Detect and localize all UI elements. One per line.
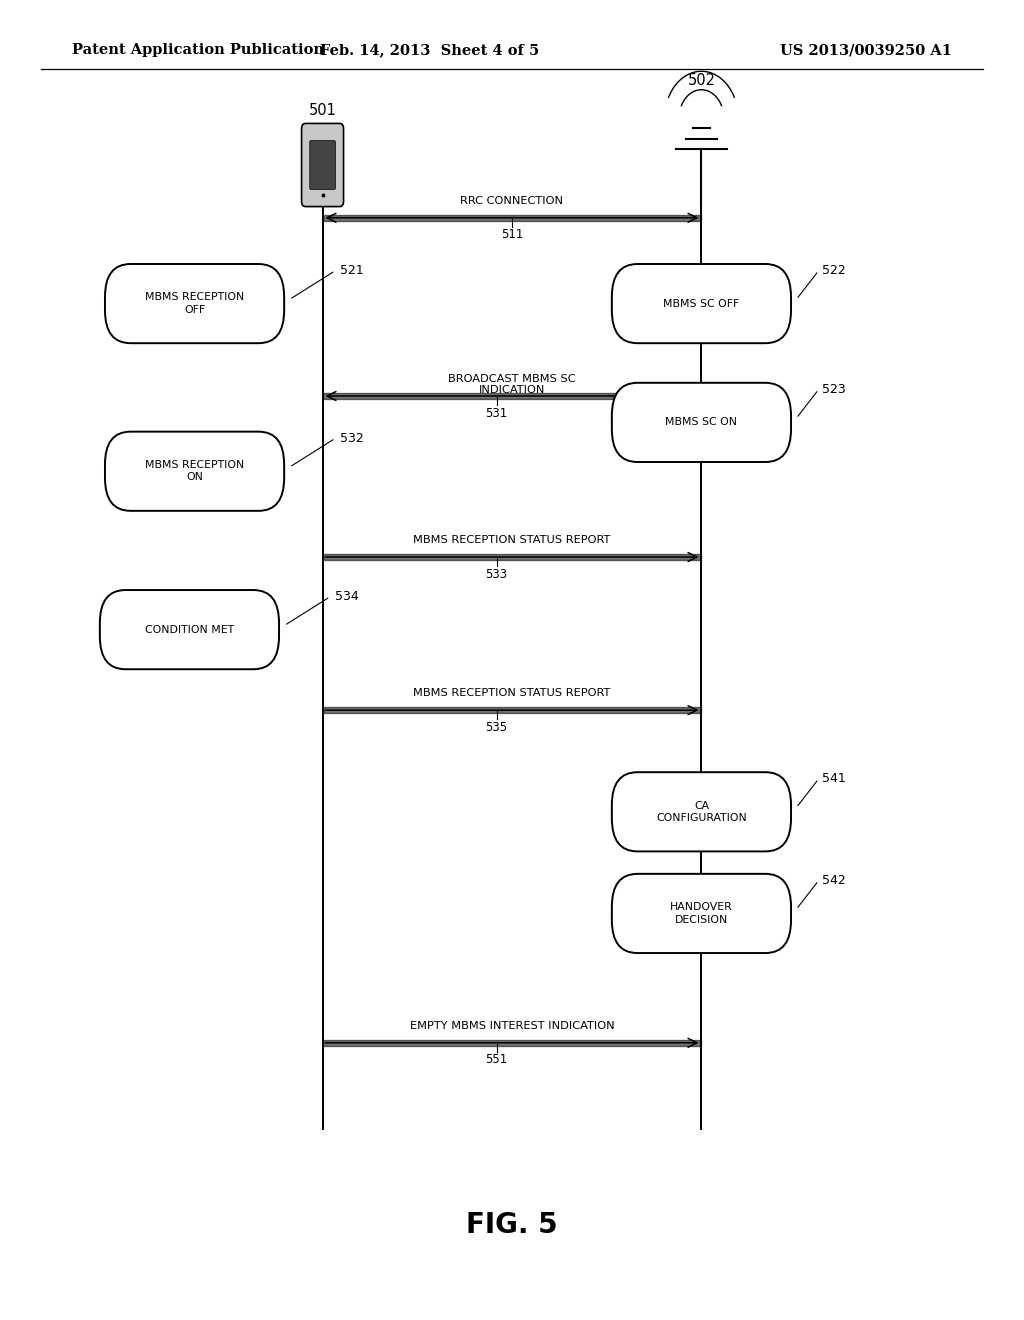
Text: BROADCAST MBMS SC: BROADCAST MBMS SC [449,374,575,384]
Text: 541: 541 [822,772,846,785]
Text: INDICATION: INDICATION [479,384,545,395]
Text: 511: 511 [501,228,523,242]
Text: 531: 531 [485,407,508,420]
Text: MBMS RECEPTION STATUS REPORT: MBMS RECEPTION STATUS REPORT [414,535,610,545]
Text: Feb. 14, 2013  Sheet 4 of 5: Feb. 14, 2013 Sheet 4 of 5 [321,44,540,57]
Text: EMPTY MBMS INTEREST INDICATION: EMPTY MBMS INTEREST INDICATION [410,1020,614,1031]
Text: 535: 535 [485,721,508,734]
Text: 501: 501 [308,103,337,119]
Text: FIG. 5: FIG. 5 [466,1210,558,1239]
Text: 533: 533 [485,568,508,581]
FancyBboxPatch shape [105,264,284,343]
Text: 502: 502 [687,74,716,88]
FancyBboxPatch shape [612,874,791,953]
Text: CA
CONFIGURATION: CA CONFIGURATION [656,801,746,822]
Text: MBMS SC ON: MBMS SC ON [666,417,737,428]
FancyBboxPatch shape [612,383,791,462]
Text: 522: 522 [822,264,846,277]
Text: Patent Application Publication: Patent Application Publication [72,44,324,57]
FancyBboxPatch shape [100,590,279,669]
FancyBboxPatch shape [105,432,284,511]
FancyBboxPatch shape [301,123,343,206]
Text: HANDOVER
DECISION: HANDOVER DECISION [670,903,733,924]
Text: 521: 521 [340,264,365,277]
Text: US 2013/0039250 A1: US 2013/0039250 A1 [780,44,952,57]
FancyBboxPatch shape [612,264,791,343]
Text: 523: 523 [822,383,846,396]
Text: MBMS SC OFF: MBMS SC OFF [664,298,739,309]
Text: RRC CONNECTION: RRC CONNECTION [461,195,563,206]
FancyBboxPatch shape [612,772,791,851]
FancyBboxPatch shape [309,140,336,189]
Text: MBMS RECEPTION
ON: MBMS RECEPTION ON [145,461,244,482]
Text: 551: 551 [485,1053,508,1067]
Text: CONDITION MET: CONDITION MET [144,624,234,635]
Text: MBMS RECEPTION STATUS REPORT: MBMS RECEPTION STATUS REPORT [414,688,610,698]
Text: MBMS RECEPTION
OFF: MBMS RECEPTION OFF [145,293,244,314]
Text: 542: 542 [822,874,846,887]
Text: 532: 532 [340,432,365,445]
Text: 534: 534 [335,590,359,603]
